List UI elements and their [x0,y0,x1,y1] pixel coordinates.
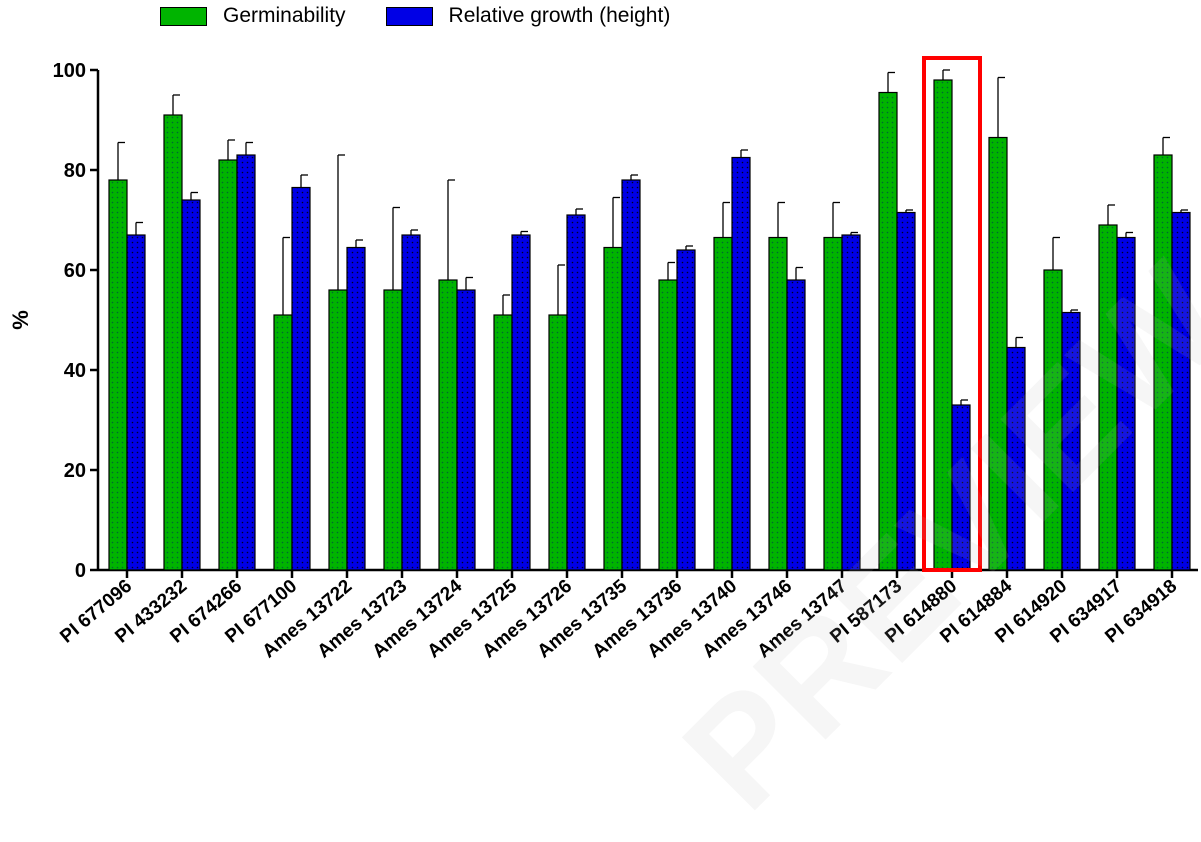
y-tick-label: 100 [53,60,86,82]
bar-relative-growth [401,234,421,571]
legend-label-germinability: Germinability [223,4,346,27]
bar-germinability [878,91,898,571]
bar-germinability [1098,224,1118,571]
bar-relative-growth [1116,236,1136,571]
bar-relative-growth [291,186,311,571]
legend-swatch-germinability [160,6,207,26]
bar-relative-growth [841,234,861,571]
bar-relative-growth [566,214,586,571]
bar-relative-growth [951,404,971,571]
bar-relative-growth [236,154,256,571]
legend-swatch-relative-growth [385,6,433,26]
y-tick-label: 0 [75,560,86,582]
highlight-box [922,56,982,572]
bar-germinability [438,279,458,571]
y-tick-label: 40 [64,360,86,382]
chart-legend: Germinability Relative growth (height) [160,4,670,28]
y-tick-label: 80 [64,160,86,182]
y-tick-label: 60 [64,260,86,282]
bar-germinability [163,114,183,571]
bar-relative-growth [786,279,806,571]
legend-item-relative-growth: Relative growth (height) [385,4,671,28]
bar-germinability [383,289,403,571]
bar-germinability [768,236,788,571]
bar-relative-growth [731,156,751,571]
bar-germinability [108,179,128,571]
bar-germinability [1043,269,1063,571]
bar-germinability [493,314,513,571]
bar-relative-growth [346,246,366,571]
bar-relative-growth [896,211,916,571]
bar-relative-growth [1006,346,1026,571]
bar-germinability [933,79,953,571]
bar-germinability [603,246,623,571]
bar-germinability [218,159,238,571]
bar-germinability [713,236,733,571]
legend-label-relative-growth: Relative growth (height) [448,4,671,27]
bar-germinability [273,314,293,571]
bar-germinability [548,314,568,571]
bar-germinability [328,289,348,571]
bar-germinability [658,279,678,571]
bar-relative-growth [1061,311,1081,571]
y-axis-label: % [8,310,33,330]
bar-germinability [988,136,1008,571]
bar-relative-growth [126,234,146,571]
bar-relative-growth [456,289,476,571]
legend-item-germinability: Germinability [160,4,346,28]
bar-germinability [1153,154,1173,571]
bar-relative-growth [1171,211,1191,571]
bar-relative-growth [676,249,696,571]
bar-relative-growth [181,199,201,571]
bar-relative-growth [511,234,531,571]
bar-relative-growth [621,179,641,571]
bar-germinability [823,236,843,571]
y-tick-label: 20 [64,460,86,482]
